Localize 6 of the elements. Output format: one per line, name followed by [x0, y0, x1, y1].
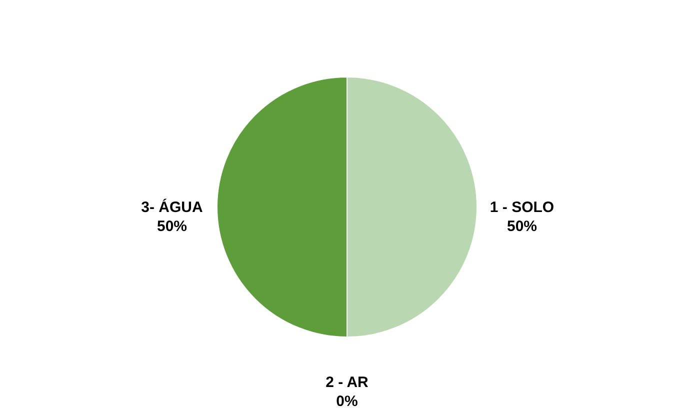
data-label: 50% — [506, 218, 538, 235]
slice-label: 1 - SOLO — [490, 199, 554, 216]
data-label: 50% — [156, 218, 188, 235]
category-label: 2 - AR — [326, 374, 368, 391]
slice-label: 3- ÁGUA — [141, 198, 203, 216]
text: 0% — [336, 393, 358, 410]
